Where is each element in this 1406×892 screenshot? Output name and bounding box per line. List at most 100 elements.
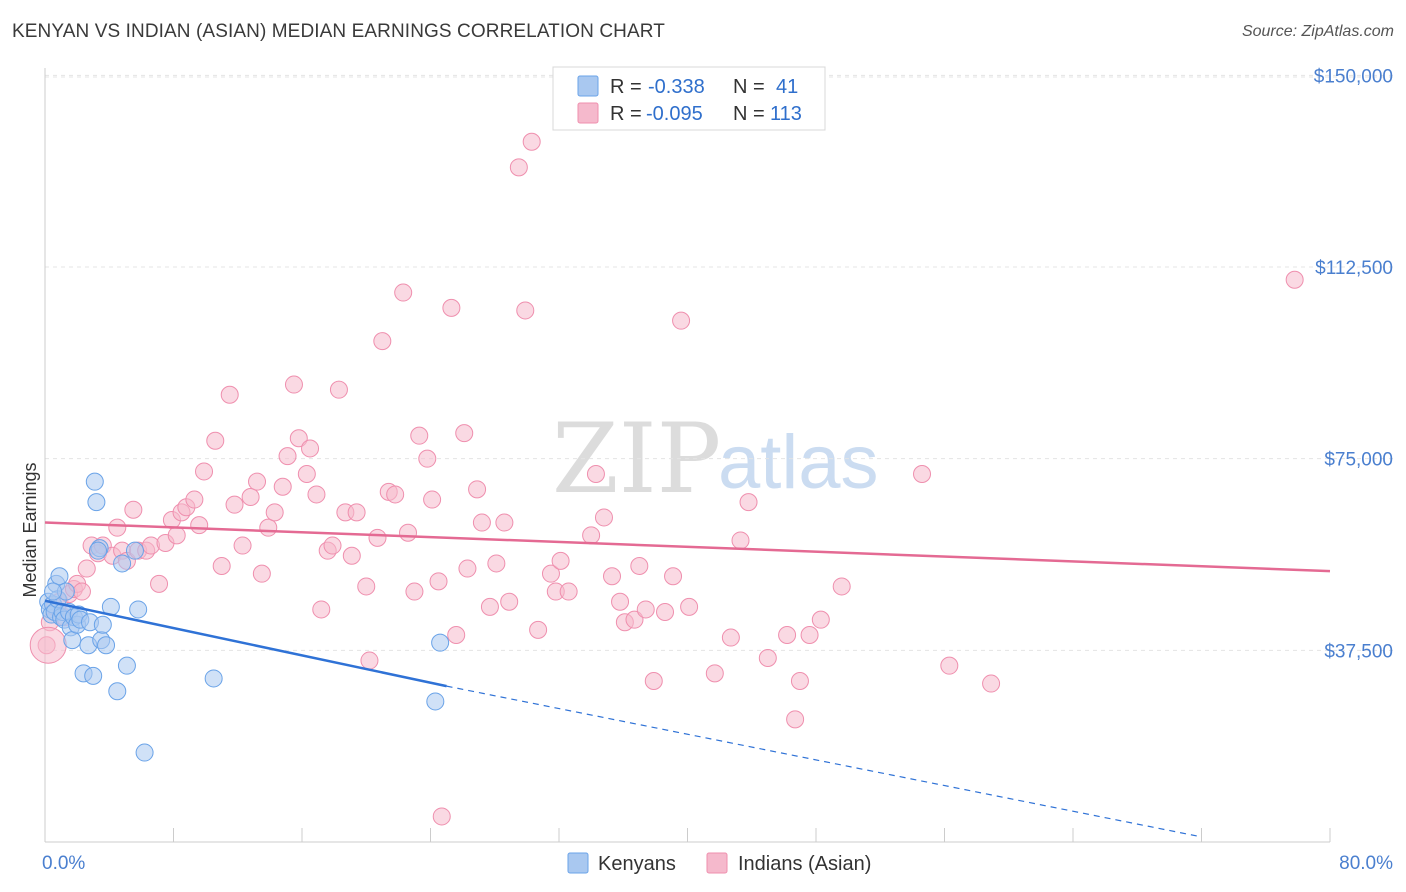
indian-asian-point-73 bbox=[472, 513, 491, 532]
indian-asian-point-24 bbox=[167, 526, 186, 545]
indian-asian-point-32 bbox=[220, 385, 239, 404]
indian-asian-point-98 bbox=[672, 311, 691, 330]
indian-asian-point-53 bbox=[347, 503, 366, 522]
indian-asian-point-63 bbox=[410, 426, 429, 445]
indian-asian-point-89 bbox=[603, 567, 622, 586]
legend-r-label-kenyans: R = bbox=[610, 76, 642, 98]
indian-asian-point-37 bbox=[252, 564, 271, 583]
indian-asian-point-93 bbox=[630, 557, 649, 575]
indian-asian-point-43 bbox=[289, 429, 308, 448]
x-tick-label-max: 80.0% bbox=[1339, 853, 1393, 874]
indian-asian-point-65 bbox=[423, 490, 442, 509]
indian-asian-point-109 bbox=[811, 610, 830, 629]
indian-asian-point-99 bbox=[680, 597, 699, 616]
indian-asian-point-87 bbox=[586, 465, 605, 483]
indian-asian-point-35 bbox=[241, 488, 260, 506]
legend-swatch-indians bbox=[577, 102, 599, 124]
kenyan-point-27 bbox=[93, 615, 112, 634]
indian-asian-point-14 bbox=[108, 518, 127, 537]
indian-asian-point-106 bbox=[786, 710, 805, 729]
legend-bottom-label-kenyans: Kenyans bbox=[598, 853, 676, 875]
indian-asian-point-92 bbox=[625, 610, 644, 629]
indian-asian-point-8 bbox=[72, 582, 91, 601]
legend-bottom: Kenyans Indians (Asian) bbox=[567, 852, 871, 875]
legend-n-label-indians: N = bbox=[733, 103, 765, 125]
kenyan-point-37 bbox=[431, 633, 450, 652]
indian-asian-point-79 bbox=[516, 301, 535, 320]
legend-r-value-kenyans: -0.338 bbox=[648, 76, 705, 98]
indian-asian-point-76 bbox=[495, 513, 514, 532]
legend-bottom-swatch-indians bbox=[706, 852, 728, 874]
indian-asian-point-42 bbox=[284, 375, 303, 394]
legend-n-value-kenyans: 41 bbox=[776, 76, 798, 98]
indian-asian-point-60 bbox=[394, 283, 413, 302]
kenyan-point-34 bbox=[129, 600, 148, 619]
series-indians-asian bbox=[29, 132, 1304, 826]
indian-asian-point-86 bbox=[582, 526, 601, 545]
indian-asian-point-96 bbox=[656, 603, 675, 621]
indian-asian-point-70 bbox=[455, 424, 474, 443]
indian-asian-point-81 bbox=[529, 620, 548, 639]
kenyan-point-33 bbox=[125, 541, 144, 560]
indian-asian-point-38 bbox=[259, 518, 278, 537]
indian-asian-point-113 bbox=[982, 674, 1001, 693]
indian-asian-point-85 bbox=[559, 582, 578, 601]
kenyan-point-7 bbox=[50, 567, 69, 586]
y-axis-title: Median Earnings bbox=[20, 462, 40, 597]
kenyan-point-38 bbox=[426, 692, 445, 711]
indian-asian-point-47 bbox=[312, 600, 331, 619]
indian-asian-point-39 bbox=[265, 503, 284, 522]
indian-asian-point-44 bbox=[297, 465, 316, 483]
indian-asian-point-56 bbox=[368, 528, 387, 547]
kenyan-point-39 bbox=[89, 541, 108, 560]
indian-asian-point-50 bbox=[329, 380, 348, 399]
indian-asian-point-64 bbox=[418, 449, 437, 468]
indian-asian-point-88 bbox=[594, 508, 613, 527]
y-tick-label-0: $37,500 bbox=[1324, 641, 1393, 662]
legend-bottom-swatch-kenyans bbox=[567, 852, 589, 874]
indian-asian-point-75 bbox=[487, 554, 506, 573]
gridlines bbox=[45, 74, 1393, 651]
indian-asian-point-41 bbox=[278, 447, 297, 466]
kenyan-point-35 bbox=[135, 743, 154, 762]
y-tick-labels: $37,500 $75,000 $112,500 $150,000 bbox=[1314, 66, 1393, 662]
trend-lines bbox=[44, 521, 1331, 838]
kenyan-point-23 bbox=[85, 472, 104, 491]
indian-asian-point-104 bbox=[758, 649, 777, 667]
indian-asian-point-82 bbox=[541, 564, 560, 583]
indian-asian-point-114 bbox=[1285, 270, 1304, 289]
indian-asian-point-107 bbox=[790, 672, 809, 690]
indian-asian-point-21 bbox=[150, 574, 169, 593]
indian-asian-point-55 bbox=[360, 651, 379, 670]
indian-asian-point-74 bbox=[480, 597, 499, 616]
indian-asian-point-67 bbox=[432, 807, 451, 826]
trend-line-kenyans-extension bbox=[446, 685, 1202, 838]
legend-top: R = -0.338 N = 41 R = -0.095 N = 113 bbox=[552, 66, 826, 131]
indian-asian-point-29 bbox=[195, 462, 214, 481]
chart-title: KENYAN VS INDIAN (ASIAN) MEDIAN EARNINGS… bbox=[12, 21, 665, 42]
trend-line-kenyans bbox=[44, 599, 447, 688]
indian-asian-point-49 bbox=[323, 536, 342, 555]
legend-n-label-kenyans: N = bbox=[733, 76, 765, 98]
indian-asian-point-62 bbox=[405, 582, 424, 601]
indian-asian-point-102 bbox=[731, 531, 750, 550]
indian-asian-point-94 bbox=[636, 600, 655, 619]
y-tick-label-1: $75,000 bbox=[1324, 450, 1393, 471]
legend-swatch-kenyans bbox=[577, 75, 599, 97]
indian-asian-point-111 bbox=[913, 465, 932, 483]
kenyan-point-14 bbox=[63, 631, 82, 650]
legend-n-value-indians: 113 bbox=[770, 103, 802, 125]
indian-asian-point-84 bbox=[551, 551, 570, 570]
watermark-atlas: atlas bbox=[718, 420, 879, 505]
indian-asian-point-108 bbox=[800, 626, 819, 644]
indian-asian-point-69 bbox=[447, 626, 466, 644]
indian-asian-point-28 bbox=[190, 516, 209, 535]
legend-r-label-indians: R = bbox=[610, 103, 642, 125]
kenyan-point-32 bbox=[117, 656, 136, 675]
indian-asian-point-71 bbox=[458, 559, 477, 578]
y-tick-label-3: $150,000 bbox=[1314, 66, 1393, 87]
indian-asian-point-54 bbox=[357, 577, 376, 596]
indian-asian-cluster-point bbox=[29, 626, 67, 664]
kenyan-point-30 bbox=[108, 682, 127, 701]
